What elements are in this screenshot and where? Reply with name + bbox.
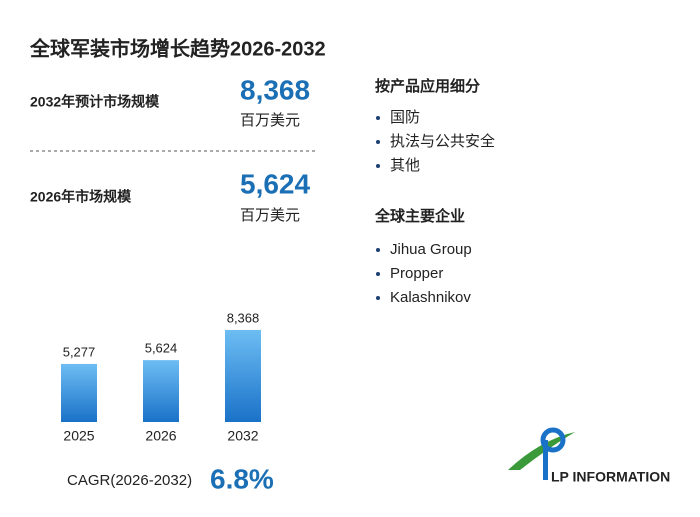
bullet bbox=[376, 164, 380, 168]
list-item: 其他 bbox=[390, 157, 420, 174]
value-label: 8,368 bbox=[227, 310, 260, 325]
current-unit: 百万美元 bbox=[240, 207, 300, 224]
forecast-unit: 百万美元 bbox=[240, 112, 300, 129]
title: 全球军装市场增长趋势2026-2032 bbox=[29, 36, 326, 60]
list-item: Kalashnikov bbox=[390, 289, 471, 306]
cagr-label: CAGR(2026-2032) bbox=[67, 472, 192, 489]
logo-swoosh bbox=[508, 432, 575, 470]
companies-title: 全球主要企业 bbox=[374, 207, 465, 225]
logo-text: LP INFORMATION bbox=[551, 469, 670, 485]
value-label: 5,624 bbox=[145, 341, 178, 356]
x-tick-label: 2026 bbox=[145, 428, 176, 444]
bullet bbox=[376, 248, 380, 252]
cagr-value: 6.8% bbox=[210, 463, 274, 494]
forecast-label: 2032年预计市场规模 bbox=[30, 94, 160, 110]
value-label: 5,277 bbox=[63, 344, 96, 359]
bar bbox=[225, 329, 261, 422]
list-item: Propper bbox=[390, 265, 443, 282]
x-tick-label: 2025 bbox=[63, 428, 94, 444]
bullet bbox=[376, 140, 380, 144]
bar bbox=[143, 360, 179, 422]
bar bbox=[61, 363, 97, 422]
bullet bbox=[376, 272, 380, 276]
segments-title: 按产品应用细分 bbox=[375, 77, 480, 95]
forecast-value: 8,368 bbox=[240, 74, 310, 105]
current-value: 5,624 bbox=[240, 168, 310, 199]
x-tick-label: 2032 bbox=[227, 428, 258, 444]
current-label: 2026年市场规模 bbox=[30, 189, 132, 205]
bullet bbox=[376, 116, 380, 120]
list-item: Jihua Group bbox=[390, 241, 472, 258]
list-item: 国防 bbox=[390, 109, 420, 126]
list-item: 执法与公共安全 bbox=[390, 132, 495, 150]
logo-stem bbox=[543, 440, 548, 480]
bullet bbox=[376, 296, 380, 300]
logo: LP INFORMATION bbox=[508, 427, 670, 485]
